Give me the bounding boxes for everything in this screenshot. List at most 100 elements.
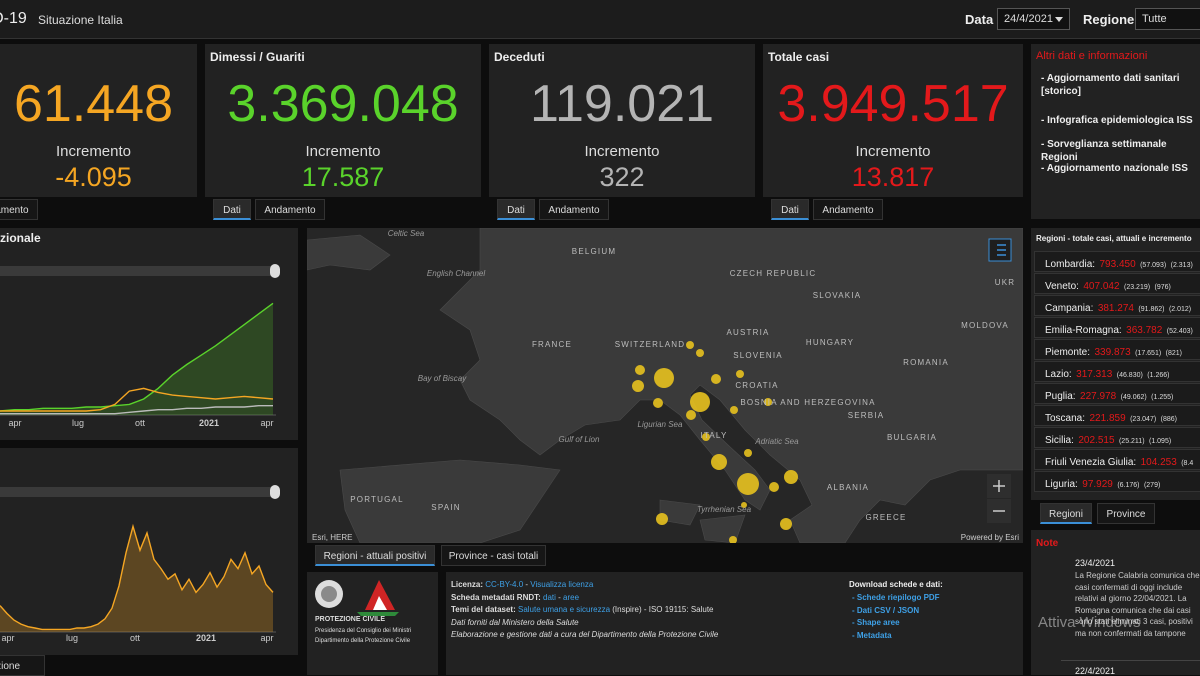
bubble[interactable]: [780, 518, 792, 530]
notes-title: Note: [1036, 538, 1059, 549]
tab[interactable]: Regioni: [1040, 503, 1092, 524]
region-row: Sicilia: 202.515 (25.211) (1.095): [1034, 427, 1200, 448]
tab[interactable]: Regioni - attuali positivi: [315, 545, 435, 566]
slider-handle[interactable]: [270, 485, 280, 499]
bubble[interactable]: [686, 341, 694, 349]
chart: apr lug ott 2021 apr: [0, 485, 280, 643]
region-name: Veneto:: [1045, 281, 1079, 292]
bubble[interactable]: [656, 513, 668, 525]
info-line: Dati forniti dal Ministero della Salute: [451, 618, 579, 627]
info-link[interactable]: - Aggiornamento nazionale ISS: [1041, 163, 1188, 174]
bubble[interactable]: [769, 482, 779, 492]
note-line: sono stati eliminati 3 casi, positivi: [1075, 617, 1193, 626]
bubble[interactable]: [737, 473, 759, 495]
region-total: 381.274: [1097, 303, 1134, 314]
bubble[interactable]: [711, 454, 727, 470]
info-link[interactable]: - Aggiornamento dati sanitari [storico]: [1041, 73, 1180, 97]
region-current: (17.651): [1135, 350, 1162, 357]
bubble[interactable]: [764, 398, 772, 406]
download-link[interactable]: - Metadata: [852, 630, 892, 640]
tab[interactable]: Dati: [771, 199, 809, 220]
tab[interactable]: Andamento: [0, 199, 38, 220]
increment-label: Incremento: [55, 143, 132, 160]
bubble[interactable]: [654, 368, 674, 388]
info-text: (Inspire) - ISO 19115: Salute: [610, 605, 714, 614]
date-label: Data: [965, 12, 994, 27]
tab[interactable]: Province: [1097, 503, 1155, 524]
info-link[interactable]: - Infografica epidemiologica ISS: [1041, 115, 1193, 126]
info-text: Licenza:: [451, 580, 486, 589]
tab[interactable]: riazione: [0, 655, 45, 676]
legend-icon: [997, 244, 1006, 256]
tab[interactable]: Province - casi totali: [441, 545, 546, 566]
info-link[interactable]: dati: [543, 592, 556, 602]
download-link[interactable]: - Shape aree: [852, 618, 900, 627]
land-iberia: [339, 459, 561, 543]
x-tick-label: ott: [135, 418, 146, 428]
region-name: Lazio:: [1045, 369, 1072, 380]
bubble[interactable]: [696, 349, 704, 357]
bubble[interactable]: [741, 502, 747, 508]
info-link[interactable]: CC-BY-4.0: [485, 580, 524, 589]
logos: [315, 580, 399, 616]
region-current: (91.862): [1138, 306, 1165, 313]
chart-panel: apr lug ott 2021 apr: [0, 448, 298, 655]
date-dropdown[interactable]: 24/4/2021: [997, 8, 1070, 30]
stat-card: Dimessi / Guariti 3.369.048 Incremento 17.5…: [205, 44, 481, 197]
region-dropdown[interactable]: Tutte: [1135, 8, 1200, 30]
logo-text: Presidenza del Consiglio dei Ministri: [315, 628, 412, 634]
bubble[interactable]: [690, 392, 710, 412]
download-link[interactable]: - Dati CSV / JSON: [852, 605, 920, 615]
note-line: relativi al giorno 22/04/2021. La: [1075, 594, 1187, 603]
info-link[interactable]: aree: [563, 592, 580, 602]
region-name: Friuli Venezia Giulia:: [1045, 457, 1137, 468]
note-line: La Regione Calabria comunica che: [1075, 571, 1200, 580]
bubble[interactable]: [653, 398, 663, 408]
region-value: Tutte: [1142, 13, 1167, 25]
region-increment: (1.255): [1151, 394, 1174, 401]
zoom-icons: [993, 480, 1005, 512]
line: [0, 523, 274, 631]
region-name: Lombardia:: [1045, 259, 1096, 270]
country-label: PORTUGAL: [350, 495, 403, 504]
region-increment: (976): [1154, 284, 1171, 291]
region-row: Toscana: 221.859 (23.047) (886): [1034, 405, 1200, 426]
stat-card: 61.448 Incremento -4.095: [0, 44, 197, 197]
bubble[interactable]: [635, 365, 645, 375]
info-link[interactable]: Visualizza licenza: [530, 580, 594, 589]
bubble[interactable]: [711, 374, 721, 384]
bubble[interactable]: [686, 410, 696, 420]
tab[interactable]: Andamento: [255, 199, 325, 220]
bubble[interactable]: [729, 536, 737, 543]
line-fill: [0, 303, 273, 415]
x-tick-label: apr: [260, 633, 273, 643]
region-increment: (886): [1160, 416, 1177, 423]
country-label: CZECH REPUBLIC: [730, 269, 817, 278]
tab[interactable]: Dati: [213, 199, 251, 220]
note-date: 23/4/2021: [1075, 558, 1116, 568]
country-label: BOSNIA AND HERZEGOVINA: [740, 398, 875, 407]
download-link[interactable]: - Schede riepilogo PDF: [852, 593, 940, 602]
bubble[interactable]: [632, 380, 644, 392]
attribution: Esri, HERE: [312, 533, 352, 542]
info-title: Altri dati e informazioni: [1036, 50, 1148, 62]
tab[interactable]: Andamento: [813, 199, 883, 220]
slider-handle[interactable]: [270, 264, 280, 278]
info-link[interactable]: Salute umana e sicurezza: [517, 605, 611, 614]
map-panel[interactable]: Celtic Sea BELGIUM CZECH REPUBLIC English C…: [307, 228, 1023, 543]
bubble[interactable]: [736, 370, 744, 378]
region-current: (23.047): [1130, 416, 1157, 423]
tab[interactable]: Andamento: [539, 199, 609, 220]
country-label: CROATIA: [735, 381, 778, 390]
bubble[interactable]: [702, 433, 710, 441]
info-link[interactable]: - Sorveglianza settimanale Regioni: [1041, 139, 1167, 163]
card-value: 119.021: [529, 75, 715, 133]
x-tick-label: apr: [8, 418, 21, 428]
bubble[interactable]: [730, 406, 738, 414]
country-label: HUNGARY: [806, 338, 854, 347]
regions-title: Regioni - totale casi, attuali e increme…: [1036, 234, 1192, 243]
bubble[interactable]: [744, 449, 752, 457]
tab[interactable]: Dati: [497, 199, 535, 220]
region-row: Lombardia: 793.450 (57.093) (2.313): [1034, 251, 1200, 272]
bubble[interactable]: [784, 470, 798, 484]
